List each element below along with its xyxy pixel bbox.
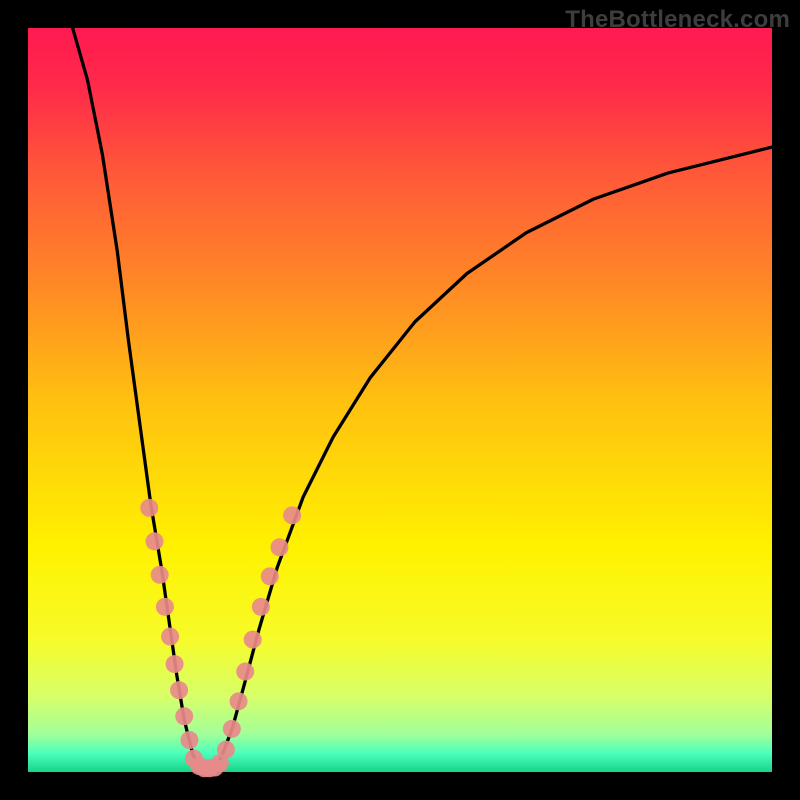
plot-background (28, 28, 772, 772)
marker-dot (151, 566, 169, 584)
marker-dot (217, 741, 235, 759)
marker-dot (180, 731, 198, 749)
marker-dot (170, 681, 188, 699)
marker-dot (175, 707, 193, 725)
bottleneck-chart (0, 0, 800, 800)
marker-dot (145, 532, 163, 550)
marker-dot (261, 567, 279, 585)
marker-dot (223, 720, 241, 738)
marker-dot (161, 628, 179, 646)
marker-dot (244, 631, 262, 649)
marker-dot (283, 506, 301, 524)
marker-dot (166, 655, 184, 673)
marker-dot (140, 499, 158, 517)
marker-dot (252, 598, 270, 616)
marker-dot (236, 663, 254, 681)
marker-dot (270, 538, 288, 556)
attribution-text: TheBottleneck.com (565, 6, 790, 34)
marker-dot (156, 598, 174, 616)
marker-dot (230, 692, 248, 710)
